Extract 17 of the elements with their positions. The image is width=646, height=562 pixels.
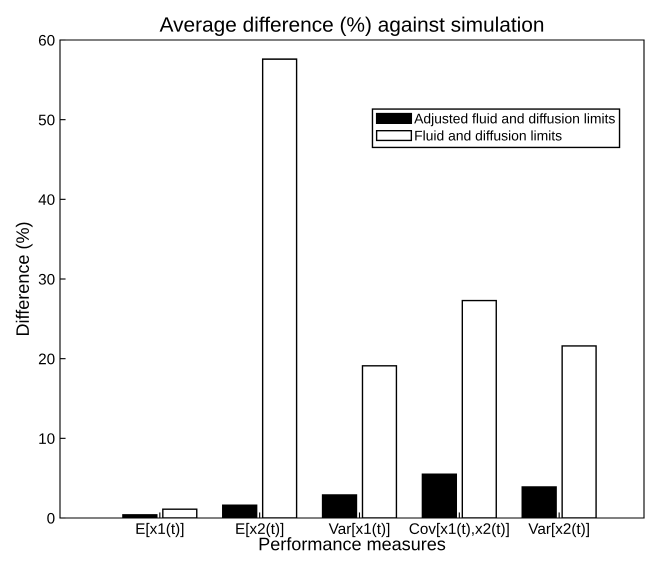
x-tick-label: E[x1(t)] [136, 522, 184, 538]
y-tick-label: 40 [38, 194, 55, 206]
chart-title: Average difference (%) against simulation [160, 16, 544, 36]
x-tick-label: Var[x2(t)] [528, 522, 589, 538]
y-tick-label: 50 [38, 114, 55, 126]
y-tick-label: 60 [38, 34, 55, 46]
legend-label: Adjusted fluid and diffusion limits [414, 113, 615, 126]
y-axis-title: Difference (%) [16, 222, 33, 336]
y-tick-label: 0 [47, 512, 55, 524]
x-tick-label: Cov[x1(t),x2(t)] [410, 522, 509, 538]
y-tick-label: 10 [39, 433, 55, 444]
x-tick-label: Var[x1(t)] [328, 522, 390, 538]
legend-label: Fluid and diffusion limits [415, 130, 562, 141]
x-tick-label: E[x2(t)] [236, 522, 284, 538]
x-axis-title: Performance measures [260, 537, 446, 550]
y-tick-label: 30 [38, 274, 55, 285]
y-tick-label: 20 [38, 354, 55, 364]
